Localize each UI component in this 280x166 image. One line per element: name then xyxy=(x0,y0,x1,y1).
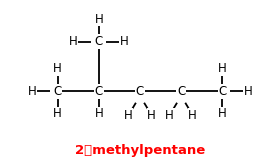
Text: H: H xyxy=(188,109,197,122)
Text: H: H xyxy=(28,85,37,98)
Text: H: H xyxy=(147,109,156,122)
Text: C: C xyxy=(177,85,185,98)
Text: C: C xyxy=(218,85,227,98)
Text: H: H xyxy=(165,109,174,122)
Text: C: C xyxy=(95,85,103,98)
Text: H: H xyxy=(53,62,62,75)
Text: H: H xyxy=(53,107,62,120)
Text: C: C xyxy=(95,35,103,48)
Text: C: C xyxy=(53,85,62,98)
Text: H: H xyxy=(94,107,103,120)
Text: H: H xyxy=(120,35,129,48)
Text: H: H xyxy=(69,35,78,48)
Text: H: H xyxy=(124,109,133,122)
Text: H: H xyxy=(218,62,227,75)
Text: H: H xyxy=(94,13,103,26)
Text: H: H xyxy=(243,85,252,98)
Text: 2－methylpentane: 2－methylpentane xyxy=(75,144,205,157)
Text: C: C xyxy=(136,85,144,98)
Text: H: H xyxy=(218,107,227,120)
